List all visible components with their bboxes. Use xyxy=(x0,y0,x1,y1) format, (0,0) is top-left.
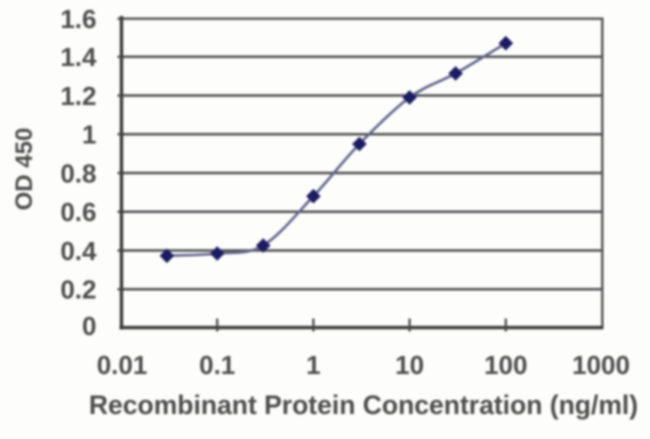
svg-text:0.8: 0.8 xyxy=(60,159,96,189)
svg-text:0.01: 0.01 xyxy=(97,350,148,380)
svg-text:Recombinant Protein Concentrat: Recombinant Protein Concentration (ng/ml… xyxy=(89,390,638,420)
svg-text:100: 100 xyxy=(484,350,527,380)
svg-text:0.1: 0.1 xyxy=(199,350,235,380)
svg-text:1.4: 1.4 xyxy=(60,42,97,72)
svg-text:OD 450: OD 450 xyxy=(11,128,38,211)
svg-text:1.6: 1.6 xyxy=(60,4,96,34)
svg-text:10: 10 xyxy=(395,350,424,380)
svg-text:1: 1 xyxy=(306,350,320,380)
svg-text:0.2: 0.2 xyxy=(60,275,96,305)
svg-text:1.2: 1.2 xyxy=(60,81,96,111)
svg-text:1: 1 xyxy=(82,120,96,150)
svg-text:0.4: 0.4 xyxy=(60,236,97,266)
svg-text:1000: 1000 xyxy=(572,350,630,380)
svg-text:0: 0 xyxy=(82,311,96,341)
svg-text:0.6: 0.6 xyxy=(60,197,96,227)
